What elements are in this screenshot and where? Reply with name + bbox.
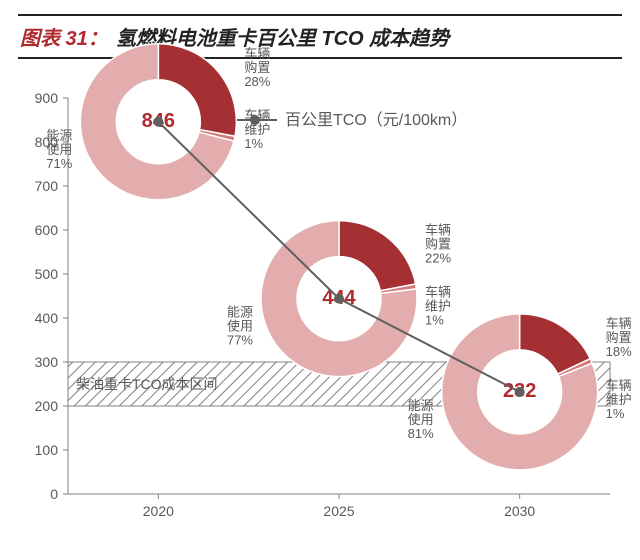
chart-area: 0100200300400500600700800900202020252030…	[18, 86, 622, 536]
y-tick-label: 400	[35, 310, 59, 326]
x-tick-label: 2025	[323, 503, 354, 519]
legend-label: 百公里TCO（元/100km）	[285, 111, 467, 129]
seg-label-purchase: 车辆购置18%	[606, 316, 632, 359]
chart-title-prefix: 图表 31：	[20, 22, 108, 51]
seg-label-purchase: 车辆购置28%	[244, 46, 270, 89]
y-tick-label: 100	[35, 442, 59, 458]
y-tick-label: 0	[50, 486, 58, 502]
seg-label-maintenance: 车辆维护1%	[425, 285, 451, 328]
chart-title-bar: 图表 31： 氢燃料电池重卡百公里 TCO 成本趋势	[18, 14, 622, 59]
seg-label-purchase: 车辆购置22%	[425, 223, 451, 266]
y-tick-label: 500	[35, 266, 59, 282]
y-tick-label: 900	[35, 90, 59, 106]
seg-label-energy: 能源使用81%	[408, 398, 434, 441]
diesel-band-label: 柴油重卡TCO成本区间	[76, 376, 218, 392]
y-tick-label: 600	[35, 222, 59, 238]
tco-marker	[334, 294, 344, 304]
y-tick-label: 300	[35, 354, 59, 370]
seg-label-maintenance: 车辆维护1%	[606, 378, 632, 421]
y-tick-label: 700	[35, 178, 59, 194]
x-tick-label: 2020	[143, 503, 174, 519]
x-tick-label: 2030	[504, 503, 535, 519]
seg-label-maintenance: 车辆维护1%	[244, 108, 270, 151]
y-tick-label: 200	[35, 398, 59, 414]
tco-marker	[515, 387, 525, 397]
seg-label-energy: 能源使用77%	[227, 305, 253, 348]
tco-marker	[153, 117, 163, 127]
seg-label-energy: 能源使用71%	[46, 128, 72, 171]
chart-svg: 0100200300400500600700800900202020252030…	[18, 86, 622, 536]
